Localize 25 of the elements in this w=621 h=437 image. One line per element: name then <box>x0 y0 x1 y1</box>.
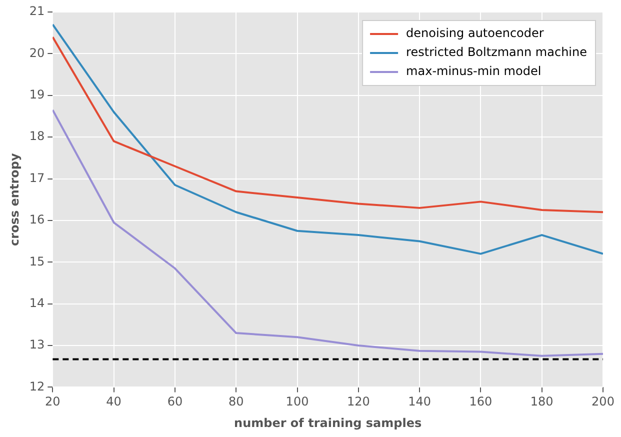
y-tick-label: 17 <box>29 170 45 185</box>
y-tick-label: 13 <box>29 338 45 352</box>
y-tick-label: 20 <box>29 46 45 60</box>
x-tick-label: 140 <box>408 394 432 409</box>
y-axis-title: cross entropy <box>7 153 22 246</box>
y-tick-label: 16 <box>29 212 45 227</box>
x-tick-label: 20 <box>45 394 60 409</box>
x-tick-label: 40 <box>106 394 122 409</box>
x-tick-label: 80 <box>228 394 244 409</box>
x-tick-label: 60 <box>167 394 183 409</box>
x-tick-label: 120 <box>346 394 370 409</box>
legend-label: denoising autoencoder <box>406 26 544 40</box>
x-tick-label: 180 <box>530 394 554 409</box>
x-tick-label: 160 <box>469 394 492 409</box>
y-tick-label: 15 <box>29 254 45 268</box>
x-axis-title: number of training samples <box>234 416 422 430</box>
x-tick-label: 100 <box>286 394 309 409</box>
y-tick-label: 21 <box>29 4 45 18</box>
y-tick-label: 14 <box>29 296 45 310</box>
legend-label: max-minus-min model <box>406 64 542 78</box>
x-tick-label: 200 <box>592 394 614 409</box>
legend-label: restricted Boltzmann machine <box>406 45 588 60</box>
y-tick-label: 12 <box>29 379 45 394</box>
y-tick-label: 18 <box>29 129 45 144</box>
y-tick-label: 19 <box>29 88 45 102</box>
